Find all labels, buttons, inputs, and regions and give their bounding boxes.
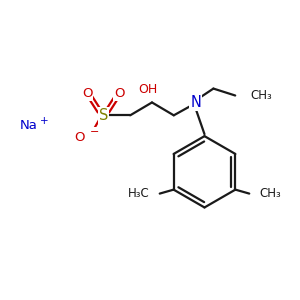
Text: CH₃: CH₃ [259,187,281,200]
Text: Na: Na [20,119,38,132]
Text: −: − [90,127,99,137]
Text: O: O [74,130,85,144]
Text: H₃C: H₃C [128,187,150,200]
Text: CH₃: CH₃ [250,89,272,102]
Text: O: O [82,87,93,100]
Text: O: O [114,87,124,100]
Text: N: N [190,95,201,110]
Text: OH: OH [138,83,158,96]
Text: S: S [99,108,108,123]
Text: +: + [40,116,48,126]
